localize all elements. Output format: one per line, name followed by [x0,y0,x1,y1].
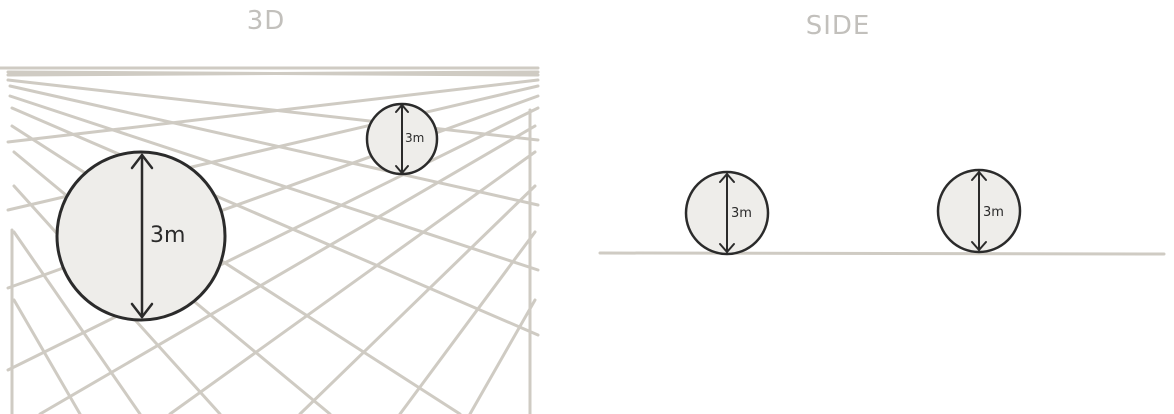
arrow-head-down [719,243,735,253]
arrow-head-down [971,241,987,251]
grid-line [168,150,537,414]
ground-line [598,251,1166,256]
grid-line [398,230,537,414]
grid-line [468,298,537,414]
dimension-label: 3m [983,205,1004,220]
grid-line [6,70,540,77]
grid-line [10,106,540,337]
grid-line [12,230,142,414]
arrow-head-down [395,165,409,174]
grid-line [298,184,537,414]
grid-line [8,94,540,272]
grid-line [38,124,537,414]
arrow-head-up [719,173,735,183]
grid-line [6,106,540,372]
sphere-near-3d: 3m [55,150,227,322]
sphere-side-b: 3m [936,168,1022,254]
dimension-label: 3m [150,223,185,248]
dimension-label: 3m [405,131,424,145]
grid-line [6,78,540,144]
arrow-head-up [971,171,987,181]
arrow-head-down [130,302,154,319]
panel-title-side: SIDE [806,11,871,41]
sphere-far-3d: 3m [365,102,439,176]
dimension-label: 3m [731,206,752,221]
arrow-head-up [130,153,154,170]
grid-line [12,298,82,414]
sphere-side-a: 3m [684,170,770,256]
arrow-head-up [395,104,409,113]
panel-title-3d: 3D [247,6,286,36]
grid-line [8,84,540,207]
